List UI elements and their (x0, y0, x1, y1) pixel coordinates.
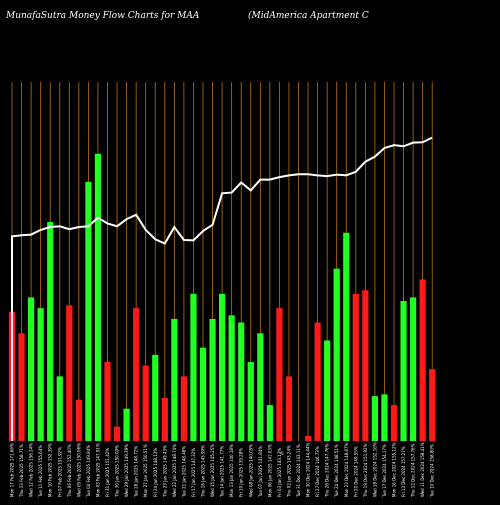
x-tick-label: Fri 27 Dec 2024 146.73% (315, 446, 320, 497)
bar-up (228, 315, 235, 441)
bar-up (324, 340, 331, 441)
x-tick-label: Mon 10 Feb 2025 152.39% (48, 443, 53, 497)
bar-down (419, 279, 426, 441)
bar-down (390, 405, 398, 441)
chart-title-right: (MidAmerica Apartment C (248, 10, 369, 21)
x-tick-label: Tue 10 Dec 2024 158.80% (430, 444, 435, 498)
bar-up (371, 396, 378, 442)
x-tick-label: Mon 06 Jan 2025 141.03% (267, 444, 272, 497)
x-tick-label: Thu 23 Jan 2025 149.43% (162, 445, 167, 498)
x-tick-label: Fri 13 Dec 2024 157.27% (401, 446, 406, 497)
price-line-layer (11, 136, 433, 441)
bar-up (28, 297, 35, 441)
bar-down (142, 365, 149, 441)
x-tick-label: Mon 27 Jan 2025 150.51% (143, 444, 148, 497)
x-tick-label: Mon 03 Feb 2025 147.91% (95, 443, 100, 497)
bar-up (123, 408, 130, 441)
bar-up (47, 222, 54, 441)
x-tick-label: Tue 11 Feb 2025 155.64% (38, 445, 43, 498)
bar-up (381, 394, 388, 441)
bar-up (171, 318, 178, 441)
bar-down (180, 376, 187, 441)
x-tick-label: Wed 15 Jan 2025 145.25% (210, 444, 215, 497)
bar-up (333, 268, 340, 441)
bar-up (152, 354, 159, 441)
bar-down (276, 308, 283, 441)
x-tick-label: Mon 13 Jan 2025 140.18% (229, 444, 234, 497)
bar-down (285, 376, 293, 441)
x-tick-label: Wed 29 Jan 2025 149.39% (124, 444, 129, 497)
x-tick-label: Mon 30 Dec 2024 144.44% (306, 442, 311, 497)
x-tick-label: Fri 03 Jan 2025 143.13% (277, 448, 282, 497)
x-tick-label: Tue 24 Dec 2024 148.51% (334, 444, 339, 498)
x-tick-label: Fri 20 Dec 2024 149.55% (353, 446, 358, 497)
x-tick-label: Tue 31 Dec 2024 143.11% (296, 444, 301, 498)
bar-down (75, 399, 82, 441)
x-tick-label: Fri 17 Jan 2025 147.32% (191, 448, 196, 497)
price-line (11, 136, 433, 441)
x-tick-label: Fri 10 Jan 2025 139.28% (239, 448, 244, 497)
bar-up (247, 362, 254, 441)
bar-up (199, 347, 207, 441)
x-tick-label: Tue 21 Jan 2025 148.48% (181, 446, 186, 498)
bar-up (209, 318, 216, 441)
x-tick-label: Thu 16 Jan 2025 145.99% (201, 445, 206, 498)
bar-down (18, 333, 25, 441)
bar-down (362, 290, 369, 441)
x-tick-label: Thu 02 Jan 2025 143.24% (286, 445, 291, 498)
bar-down (113, 426, 121, 441)
x-tick-label: Mon 23 Dec 2024 148.87% (344, 442, 349, 497)
bar-up (94, 153, 102, 442)
axis-mid-label: 0 (281, 451, 284, 456)
x-tick-label: Thu 30 Jan 2025 150.09% (115, 445, 120, 498)
bar-up (85, 181, 92, 442)
x-tick-label: Fri 31 Jan 2025 151.42% (105, 448, 110, 497)
x-tick-label: Thu 12 Dec 2024 157.76% (411, 443, 416, 498)
bar-down (352, 293, 359, 441)
bar-down (161, 397, 168, 441)
bar-series (8, 153, 436, 442)
bar-up (343, 232, 350, 441)
bar-up (37, 308, 44, 441)
x-tick-label: Tue 17 Dec 2024 154.17% (382, 444, 387, 498)
x-tick-label: Thu 19 Dec 2024 151.92% (363, 443, 368, 498)
x-tick-label: Thu 13 Feb 2025 158.71% (19, 444, 24, 498)
bar-up (257, 333, 264, 441)
x-tick-label: Tue 07 Jan 2025 141.84% (258, 446, 263, 498)
x-tick-label: Wed 18 Dec 2024 152.16% (372, 442, 377, 497)
bar-down (429, 369, 436, 441)
chart-title-left: MunafaSutra Money Flow Charts for MAA (5, 11, 200, 21)
x-tick-label: Wed 22 Jan 2025 148.74% (172, 444, 177, 497)
x-tick-label: Thu 06 Feb 2025 152.40% (67, 444, 72, 498)
bar-down (104, 362, 111, 441)
x-tick-label: Wed 12 Feb 2025 156.34% (29, 443, 34, 497)
bar-down (133, 308, 140, 441)
bar-down (66, 305, 73, 441)
x-tick-label: Wed 05 Feb 2025 150.06% (76, 443, 81, 497)
bar-up (400, 300, 407, 441)
x-tick-label: Fri 24 Jan 2025 148.13% (153, 448, 158, 497)
x-tick-label: Mon 17 Feb 2025 171.66% (10, 443, 15, 497)
x-tick-label: Tue 04 Feb 2025 149.84% (86, 445, 91, 498)
x-tick-label: Thu 26 Dec 2024 147.76% (325, 443, 330, 498)
x-tick-label: Fri 07 Feb 2025 151.92% (57, 447, 62, 497)
x-tick-label: Tue 28 Jan 2025 148.72% (134, 446, 139, 498)
bar-down (304, 435, 312, 441)
bar-up (410, 297, 417, 441)
bar-up (190, 293, 197, 441)
bar-up (266, 405, 273, 441)
bar-up (56, 376, 63, 441)
x-tick-label: Tue 14 Jan 2025 141.77% (220, 446, 225, 498)
x-tick-label: Mon 16 Dec 2024 155.12% (392, 442, 397, 497)
x-tick-label: Wed 08 Jan 2025 140.05% (248, 444, 253, 497)
bar-up (238, 322, 245, 441)
x-tick-label: Wed 11 Dec 2024 158.41% (420, 442, 425, 497)
bar-up (219, 293, 226, 441)
x-axis-labels: Mon 17 Feb 2025 171.66% Thu 13 Feb 2025 1… (10, 442, 435, 498)
bar-down (314, 322, 321, 441)
